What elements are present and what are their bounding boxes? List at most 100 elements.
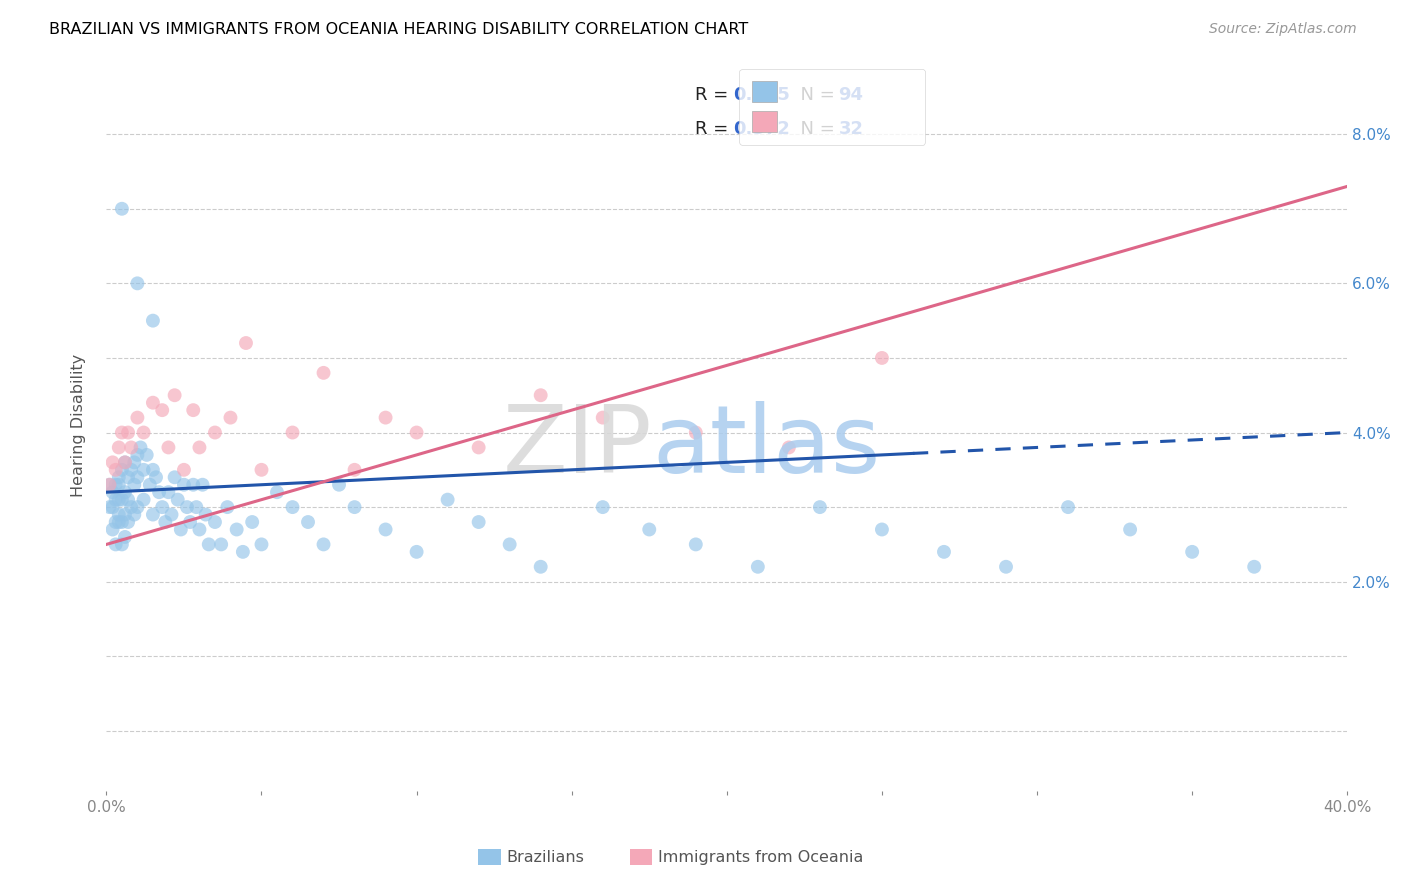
- Point: [107, 441, 129, 455]
- Point: [176, 500, 198, 515]
- Point: [132, 425, 155, 440]
- Point: [111, 537, 134, 551]
- Point: [204, 425, 226, 440]
- Point: [104, 463, 127, 477]
- Point: [101, 523, 124, 537]
- Point: [111, 425, 134, 440]
- Point: [120, 441, 142, 455]
- Text: BRAZILIAN VS IMMIGRANTS FROM OCEANIA HEARING DISABILITY CORRELATION CHART: BRAZILIAN VS IMMIGRANTS FROM OCEANIA HEA…: [49, 22, 748, 37]
- Point: [1057, 500, 1080, 515]
- Point: [232, 545, 254, 559]
- Point: [111, 463, 134, 477]
- Point: [129, 441, 152, 455]
- Point: [107, 492, 129, 507]
- Point: [142, 313, 165, 327]
- Point: [124, 455, 146, 469]
- Point: [217, 500, 239, 515]
- Point: [194, 508, 217, 522]
- Point: [127, 448, 149, 462]
- Point: [150, 403, 173, 417]
- Point: [132, 492, 155, 507]
- Point: [179, 515, 201, 529]
- Point: [173, 477, 195, 491]
- Point: [114, 530, 136, 544]
- Point: [1243, 559, 1265, 574]
- Text: Brazilians: Brazilians: [506, 850, 583, 864]
- Point: [932, 545, 955, 559]
- Point: [467, 515, 489, 529]
- Point: [101, 500, 124, 515]
- Point: [281, 425, 304, 440]
- Point: [197, 537, 219, 551]
- Point: [592, 500, 614, 515]
- Point: [107, 508, 129, 522]
- Point: [225, 523, 247, 537]
- Point: [148, 485, 170, 500]
- Point: [104, 492, 127, 507]
- Point: [142, 463, 165, 477]
- Text: 94: 94: [838, 86, 863, 103]
- Point: [101, 485, 124, 500]
- Point: [127, 470, 149, 484]
- Point: [312, 537, 335, 551]
- Point: [870, 523, 893, 537]
- Point: [191, 477, 214, 491]
- Point: [170, 523, 193, 537]
- Point: [127, 277, 149, 291]
- Point: [107, 470, 129, 484]
- Point: [163, 470, 186, 484]
- Point: [117, 515, 139, 529]
- Point: [592, 410, 614, 425]
- Text: N =: N =: [789, 86, 841, 103]
- Point: [142, 508, 165, 522]
- Point: [778, 441, 800, 455]
- Point: [638, 523, 661, 537]
- Point: [98, 477, 121, 491]
- Point: [685, 537, 707, 551]
- Point: [142, 395, 165, 409]
- Point: [405, 545, 427, 559]
- Point: [343, 500, 366, 515]
- Point: [219, 410, 242, 425]
- Point: [114, 455, 136, 469]
- Point: [120, 463, 142, 477]
- Point: [467, 441, 489, 455]
- Point: [995, 559, 1018, 574]
- Point: [104, 537, 127, 551]
- Point: [114, 508, 136, 522]
- Point: [530, 559, 553, 574]
- Point: [114, 455, 136, 469]
- Point: [145, 470, 167, 484]
- Point: [166, 492, 188, 507]
- Point: [405, 425, 427, 440]
- Point: [328, 477, 350, 491]
- Point: [870, 351, 893, 365]
- Point: [163, 388, 186, 402]
- Point: [107, 515, 129, 529]
- Point: [343, 463, 366, 477]
- Point: [374, 410, 396, 425]
- Point: [297, 515, 319, 529]
- Point: [181, 403, 204, 417]
- Point: [312, 366, 335, 380]
- Point: [117, 425, 139, 440]
- Point: [124, 477, 146, 491]
- Point: [98, 477, 121, 491]
- Point: [132, 463, 155, 477]
- Text: atlas: atlas: [652, 401, 880, 493]
- Point: [107, 477, 129, 491]
- Point: [111, 515, 134, 529]
- Point: [127, 500, 149, 515]
- Point: [127, 410, 149, 425]
- Point: [157, 441, 180, 455]
- Point: [281, 500, 304, 515]
- Point: [747, 559, 769, 574]
- Point: [436, 492, 458, 507]
- Point: [240, 515, 263, 529]
- Point: [124, 508, 146, 522]
- Text: N =: N =: [789, 120, 841, 138]
- Text: R =: R =: [695, 86, 734, 103]
- Point: [114, 485, 136, 500]
- Text: R =: R =: [695, 120, 734, 138]
- Point: [135, 448, 157, 462]
